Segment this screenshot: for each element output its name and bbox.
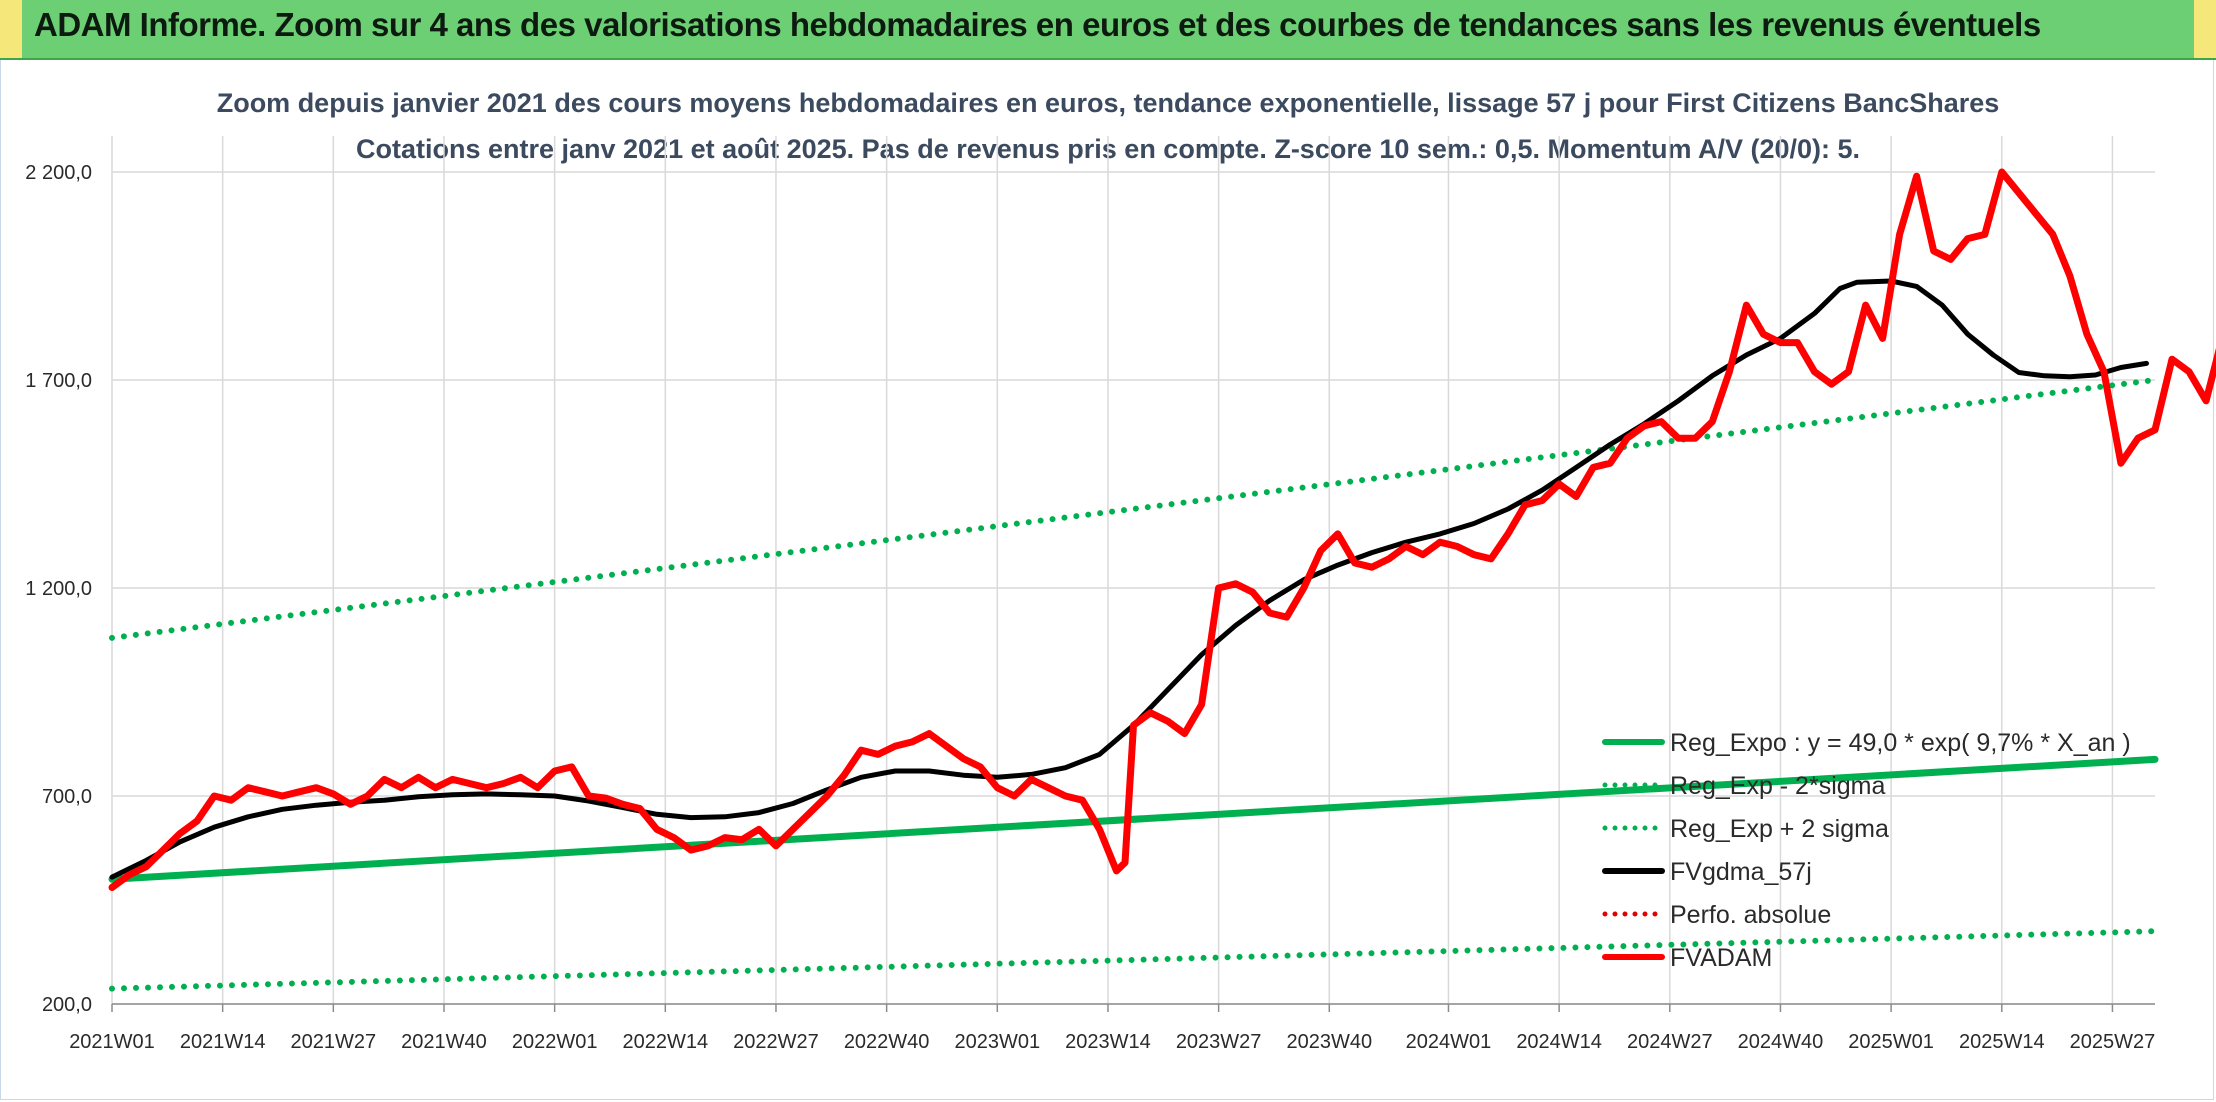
x-tick-label: 2025W27 bbox=[2070, 1031, 2156, 1053]
legend-label: FVADAM bbox=[1670, 944, 1772, 972]
x-tick-label: 2021W14 bbox=[180, 1031, 266, 1053]
legend-label: Perfo. absolue bbox=[1670, 901, 1831, 929]
banner-corner-right bbox=[2194, 0, 2216, 58]
chart-legend: Reg_Expo : y = 49,0 * exp( 9,7% * X_an )… bbox=[1602, 729, 2131, 972]
series-line bbox=[108, 755, 2159, 883]
banner-corner-left bbox=[0, 0, 22, 58]
page-title: ADAM Informe. Zoom sur 4 ans des valoris… bbox=[34, 6, 2041, 43]
x-tick-label: 2021W01 bbox=[69, 1031, 155, 1053]
legend-label: FVgdma_57j bbox=[1670, 858, 1812, 886]
chart-grid bbox=[111, 136, 2155, 1005]
x-tick-label: 2023W01 bbox=[954, 1031, 1040, 1053]
series-line bbox=[109, 928, 2158, 992]
x-tick-label: 2023W14 bbox=[1065, 1031, 1151, 1053]
x-tick-label: 2025W14 bbox=[1959, 1031, 2045, 1053]
legend-label: Reg_Expo : y = 49,0 * exp( 9,7% * X_an ) bbox=[1670, 729, 2131, 757]
x-tick-label: 2024W14 bbox=[1516, 1031, 1602, 1053]
y-tick-label: 1 700,0 bbox=[25, 370, 92, 392]
series-line bbox=[109, 278, 2149, 880]
legend-label: Reg_Exp + 2 sigma bbox=[1670, 815, 1889, 843]
legend-label: Reg_Exp - 2*sigma bbox=[1670, 772, 1885, 800]
y-tick-label: 2 200,0 bbox=[25, 162, 92, 184]
chart-axes: 200,0 700,0 1 200,0 1 700,0 2 200,0 2021W01 20… bbox=[25, 162, 2155, 1053]
x-tick-label: 2021W40 bbox=[401, 1031, 487, 1053]
x-tick-label: 2024W01 bbox=[1406, 1031, 1492, 1053]
chart-title: Zoom depuis janvier 2021 des cours moyen… bbox=[216, 88, 2000, 118]
x-tick-label: 2025W01 bbox=[1848, 1031, 1934, 1053]
x-tick-label: 2022W27 bbox=[733, 1031, 819, 1053]
x-tick-label: 2022W01 bbox=[512, 1031, 598, 1053]
chart-series bbox=[108, 168, 2216, 992]
x-tick-label: 2024W27 bbox=[1627, 1031, 1713, 1053]
header-banner: ADAM Informe. Zoom sur 4 ans des valoris… bbox=[0, 0, 2216, 60]
x-tick-label: 2021W27 bbox=[291, 1031, 377, 1053]
series-line bbox=[109, 377, 2158, 641]
x-tick-label: 2023W40 bbox=[1286, 1031, 1372, 1053]
y-tick-label: 1 200,0 bbox=[25, 578, 92, 600]
y-tick-label: 200,0 bbox=[42, 994, 92, 1016]
x-tick-label: 2024W40 bbox=[1738, 1031, 1824, 1053]
y-tick-label: 700,0 bbox=[42, 786, 92, 808]
x-tick-label: 2023W27 bbox=[1176, 1031, 1262, 1053]
x-tick-label: 2022W14 bbox=[623, 1031, 709, 1053]
series-line bbox=[108, 168, 2216, 891]
x-tick-label: 2022W40 bbox=[844, 1031, 930, 1053]
